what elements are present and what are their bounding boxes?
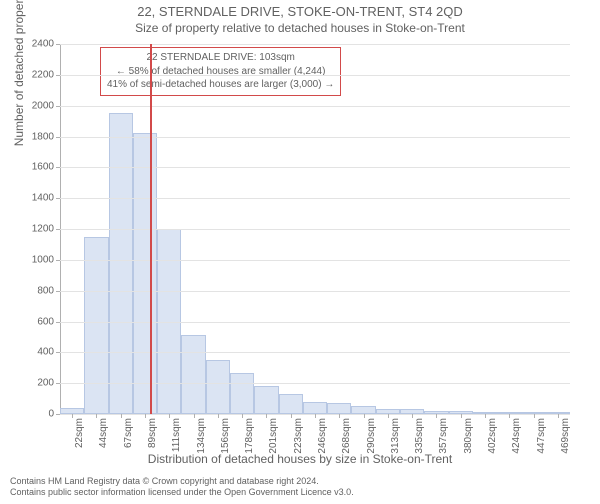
x-tick-mark <box>485 414 486 418</box>
x-tick-mark <box>291 414 292 418</box>
y-tick-label: 0 <box>14 409 54 420</box>
y-tick-mark <box>56 75 60 76</box>
chart-title-sub: Size of property relative to detached ho… <box>0 21 600 35</box>
x-tick-mark <box>194 414 195 418</box>
y-axis-title: Number of detached properties <box>12 0 26 146</box>
x-tick-mark <box>72 414 73 418</box>
histogram-bar <box>109 113 133 414</box>
histogram-bar <box>327 403 351 414</box>
y-tick-mark <box>56 44 60 45</box>
y-tick-mark <box>56 167 60 168</box>
chart-plot-area: 0200400600800100012001400160018002000220… <box>60 44 570 414</box>
x-tick-mark <box>364 414 365 418</box>
x-tick-mark <box>315 414 316 418</box>
footer-line-1: Contains HM Land Registry data © Crown c… <box>10 476 354 487</box>
grid-line <box>60 106 570 107</box>
histogram-bar <box>279 394 303 414</box>
y-tick-mark <box>56 229 60 230</box>
y-tick-mark <box>56 260 60 261</box>
grid-line <box>60 383 570 384</box>
y-tick-mark <box>56 383 60 384</box>
grid-line <box>60 44 570 45</box>
grid-line <box>60 198 570 199</box>
histogram-bar <box>351 406 375 414</box>
x-tick-mark <box>218 414 219 418</box>
x-tick-mark <box>412 414 413 418</box>
histogram-bar <box>84 237 108 414</box>
footer-line-2: Contains public sector information licen… <box>10 487 354 498</box>
y-tick-label: 1200 <box>14 224 54 235</box>
y-tick-mark <box>56 106 60 107</box>
y-tick-mark <box>56 198 60 199</box>
property-marker-line <box>150 44 152 414</box>
y-tick-mark <box>56 322 60 323</box>
grid-line <box>60 322 570 323</box>
histogram-bar <box>206 360 230 414</box>
y-tick-label: 200 <box>14 378 54 389</box>
grid-line <box>60 75 570 76</box>
histogram-bar <box>181 335 205 414</box>
x-tick-mark <box>534 414 535 418</box>
x-tick-mark <box>121 414 122 418</box>
chart-title-main: 22, STERNDALE DRIVE, STOKE-ON-TRENT, ST4… <box>0 4 600 19</box>
x-axis-title: Distribution of detached houses by size … <box>0 452 600 466</box>
x-tick-mark <box>145 414 146 418</box>
x-tick-mark <box>461 414 462 418</box>
histogram-bar <box>133 133 157 414</box>
y-tick-label: 1400 <box>14 193 54 204</box>
grid-line <box>60 167 570 168</box>
y-tick-mark <box>56 352 60 353</box>
x-tick-mark <box>388 414 389 418</box>
grid-line <box>60 137 570 138</box>
grid-line <box>60 352 570 353</box>
y-tick-label: 800 <box>14 285 54 296</box>
y-tick-mark <box>56 291 60 292</box>
histogram-bar <box>254 386 278 414</box>
x-tick-mark <box>558 414 559 418</box>
histogram-bar <box>303 402 327 414</box>
x-tick-mark <box>242 414 243 418</box>
histogram-bar <box>230 373 254 414</box>
chart-container: 22, STERNDALE DRIVE, STOKE-ON-TRENT, ST4… <box>0 4 600 504</box>
footer-attribution: Contains HM Land Registry data © Crown c… <box>10 476 354 499</box>
grid-line <box>60 229 570 230</box>
y-tick-label: 600 <box>14 316 54 327</box>
y-tick-mark <box>56 414 60 415</box>
y-tick-label: 1000 <box>14 254 54 265</box>
y-tick-label: 1600 <box>14 162 54 173</box>
grid-line <box>60 260 570 261</box>
y-tick-mark <box>56 137 60 138</box>
y-tick-label: 400 <box>14 347 54 358</box>
grid-line <box>60 291 570 292</box>
plot-region: 0200400600800100012001400160018002000220… <box>60 44 570 414</box>
